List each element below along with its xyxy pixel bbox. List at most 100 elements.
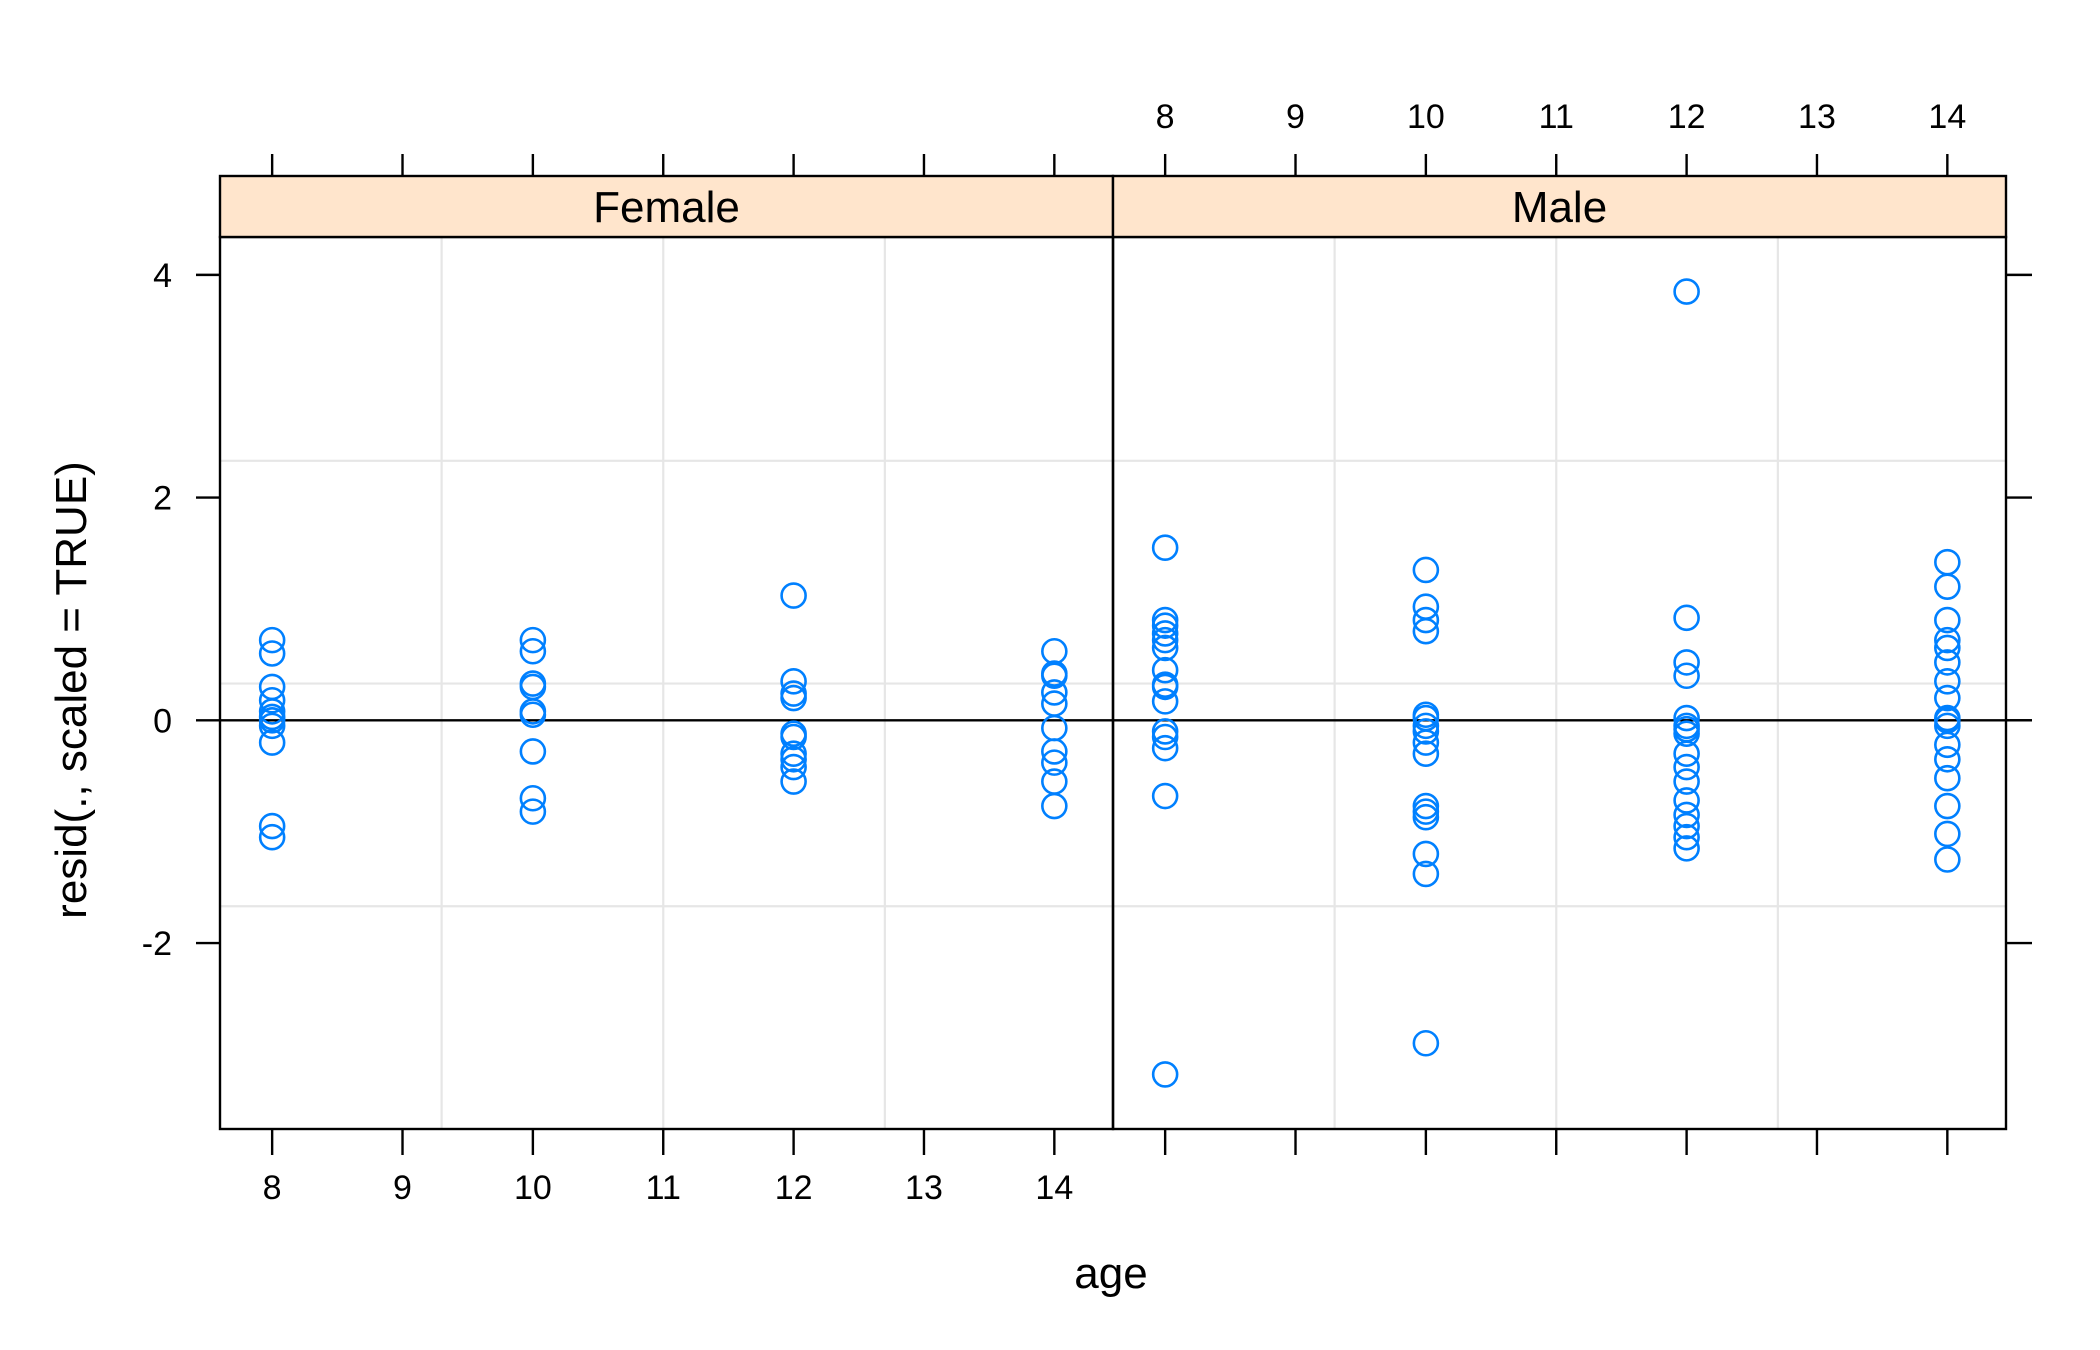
point-male-27: [1412, 803, 1440, 831]
point-male-30: [1412, 1029, 1440, 1057]
x-tick-label-top-11: 11: [1539, 98, 1574, 136]
point-female-10: [258, 823, 286, 851]
point-female-32: [1041, 662, 1068, 690]
point-male-24: [1412, 740, 1440, 768]
point-female-25: [780, 723, 807, 751]
point-male-5: [1151, 634, 1179, 662]
x-tick-label-bottom-14: 14: [1035, 1169, 1073, 1207]
panel-strips: Female Male: [218, 174, 2008, 239]
point-male-51: [1934, 634, 1961, 662]
point-male-16: [1412, 593, 1440, 621]
x-tick-label-bottom-9: 9: [393, 1169, 412, 1207]
point-male-13: [1151, 782, 1179, 810]
point-male-40: [1673, 753, 1700, 781]
point-female-7: [258, 712, 286, 740]
axis-ticks: [196, 154, 2032, 1155]
point-male-2: [1151, 612, 1179, 639]
point-male-47: [1934, 548, 1961, 576]
point-male-45: [1673, 823, 1700, 851]
point-male-35: [1673, 704, 1700, 732]
point-male-23: [1412, 729, 1440, 756]
point-male-50: [1934, 626, 1961, 654]
point-male-15: [1412, 556, 1440, 584]
point-female-37: [1041, 749, 1068, 776]
point-male-17: [1412, 606, 1440, 634]
point-male-63: [1934, 846, 1961, 873]
point-male-28: [1412, 840, 1440, 868]
data-points: [258, 278, 1961, 1088]
point-female-33: [1041, 679, 1068, 706]
y-tick-label-0: 0: [153, 702, 172, 740]
strip-label-female: Female: [593, 183, 740, 232]
point-male-42: [1673, 787, 1700, 814]
point-male-61: [1934, 792, 1961, 820]
point-female-1: [258, 640, 286, 667]
x-tick-label-bottom-11: 11: [646, 1169, 681, 1207]
point-male-3: [1151, 620, 1179, 647]
point-male-53: [1934, 668, 1961, 695]
point-male-52: [1934, 649, 1961, 676]
y-tick-label--2: -2: [142, 925, 172, 963]
point-male-29: [1412, 860, 1440, 888]
point-female-8: [258, 729, 286, 756]
point-female-39: [1041, 792, 1068, 820]
point-female-38: [1041, 768, 1068, 795]
strip-label-male: Male: [1512, 183, 1607, 232]
axis-labels: 8 9 10 11 12 13 14 8 9 10 11 12 13 14 -2 0 2 4: [142, 98, 1966, 1207]
x-tick-label-bottom-8: 8: [263, 1169, 282, 1207]
point-male-46: [1673, 835, 1700, 862]
point-male-0: [1151, 534, 1179, 561]
point-female-2: [258, 673, 286, 701]
point-male-58: [1934, 731, 1961, 759]
point-female-0: [258, 626, 286, 654]
point-female-29: [780, 768, 807, 795]
point-male-60: [1934, 764, 1961, 792]
point-male-31: [1673, 278, 1700, 305]
point-male-12: [1151, 734, 1179, 762]
point-male-57: [1934, 712, 1961, 740]
point-female-36: [1041, 738, 1068, 765]
point-male-26: [1412, 798, 1440, 825]
x-axis-title: age: [1074, 1249, 1147, 1298]
x-tick-label-top-8: 8: [1156, 98, 1175, 136]
point-female-17: [519, 738, 547, 765]
x-tick-label-top-12: 12: [1668, 98, 1706, 136]
point-male-43: [1673, 801, 1700, 829]
point-male-14: [1151, 1061, 1179, 1088]
x-tick-label-top-14: 14: [1928, 98, 1966, 136]
point-female-21: [780, 668, 807, 695]
point-male-32: [1673, 604, 1700, 632]
point-male-33: [1673, 649, 1700, 676]
point-male-4: [1151, 626, 1179, 654]
strip-female: [218, 174, 1115, 239]
point-female-3: [258, 686, 286, 714]
x-tick-label-top-9: 9: [1286, 98, 1305, 136]
point-male-22: [1412, 718, 1440, 745]
point-female-11: [519, 626, 547, 654]
point-male-49: [1934, 606, 1961, 634]
point-female-12: [519, 637, 547, 665]
y-axis-title: resid(., scaled = TRUE): [47, 461, 96, 919]
point-female-30: [1041, 637, 1068, 665]
point-male-39: [1673, 740, 1700, 768]
point-female-20: [780, 582, 807, 609]
point-female-19: [519, 798, 547, 825]
strip-male: [1111, 174, 2008, 239]
point-male-8: [1151, 673, 1179, 701]
point-female-27: [780, 745, 807, 773]
y-tick-label-4: 4: [153, 257, 172, 295]
point-male-62: [1934, 820, 1961, 848]
point-male-18: [1412, 617, 1440, 645]
point-female-28: [780, 753, 807, 781]
x-tick-label-bottom-12: 12: [775, 1169, 813, 1207]
point-female-31: [1041, 660, 1068, 687]
point-male-44: [1673, 812, 1700, 840]
grid-layer: [220, 237, 2006, 1129]
x-tick-label-top-10: 10: [1407, 98, 1445, 136]
point-male-59: [1934, 745, 1961, 773]
y-tick-label-2: 2: [153, 480, 172, 518]
point-male-48: [1934, 573, 1961, 600]
point-male-34: [1673, 662, 1700, 690]
point-male-9: [1151, 688, 1179, 715]
x-tick-label-top-13: 13: [1798, 98, 1836, 136]
